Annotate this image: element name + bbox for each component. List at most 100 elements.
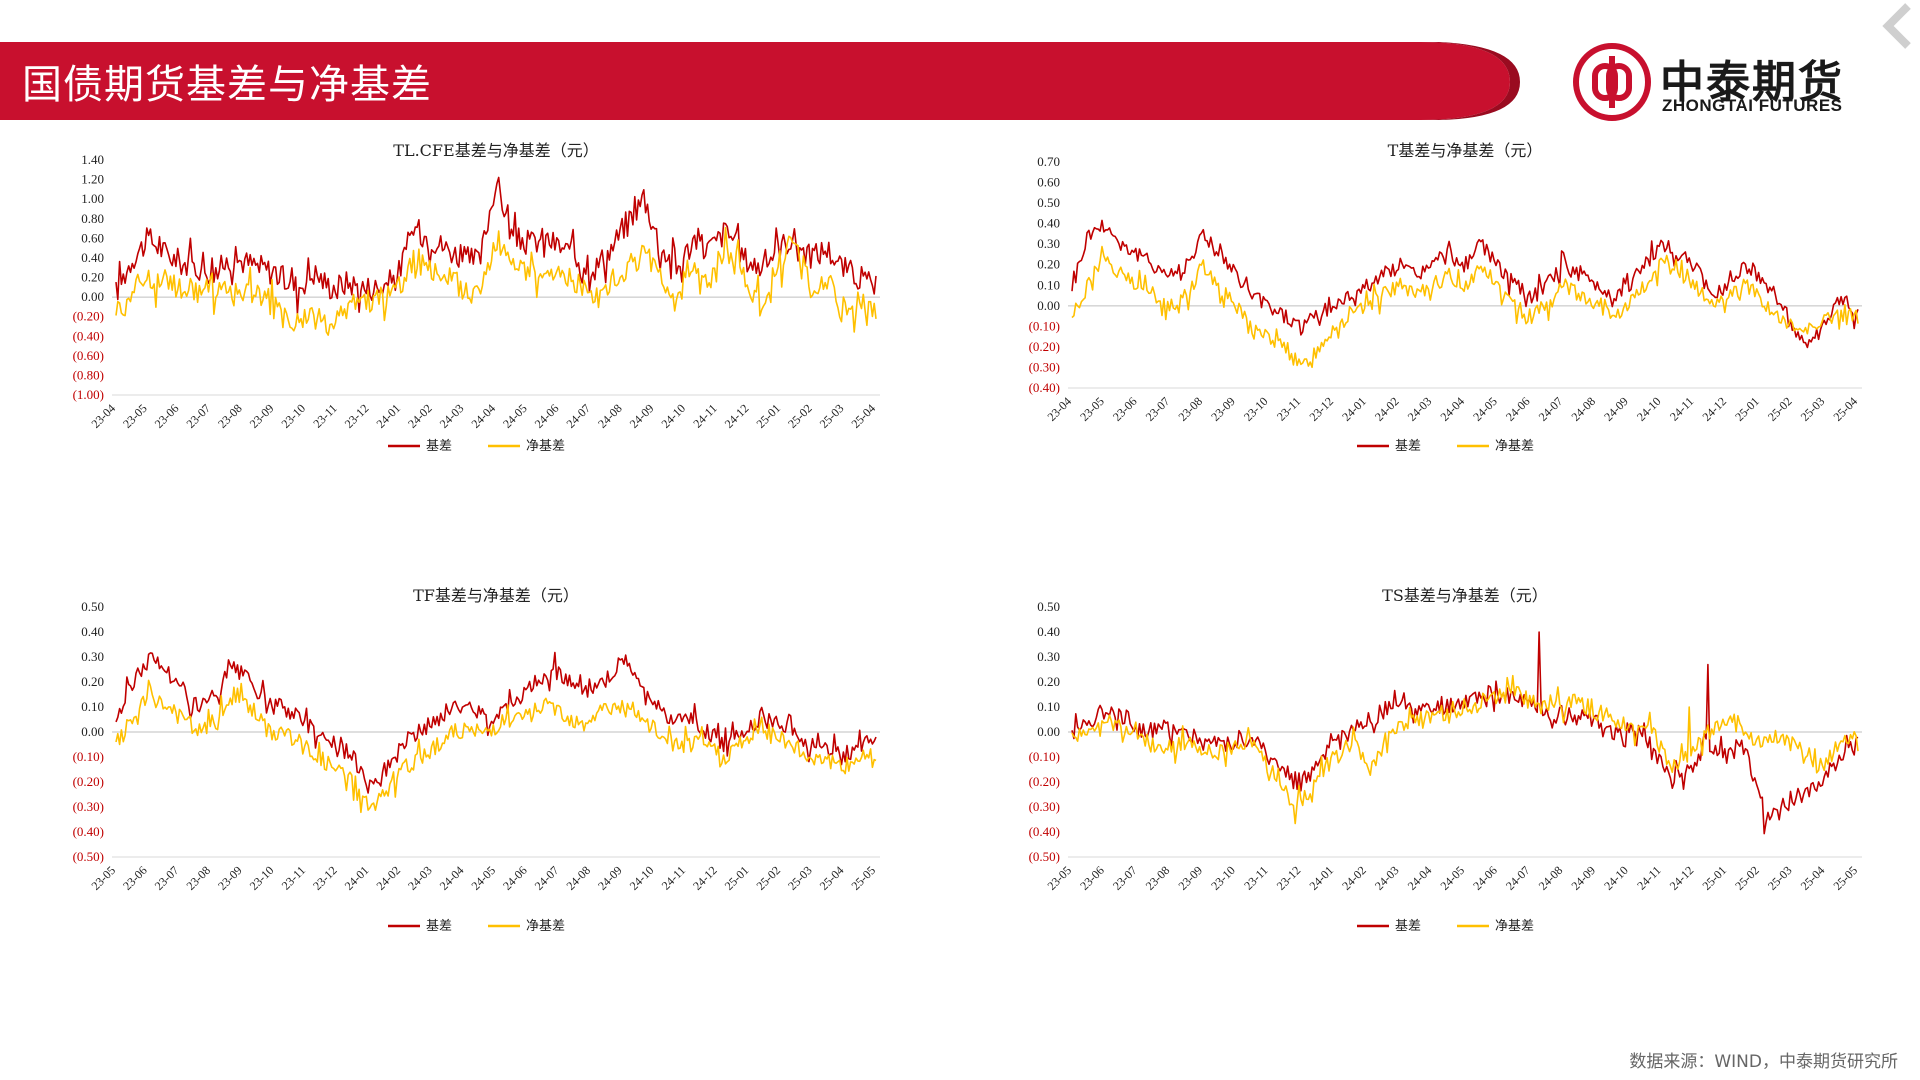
x-tick-label: 23-12 bbox=[1274, 863, 1304, 893]
x-tick-label: 23-09 bbox=[215, 863, 245, 893]
x-tick-label: 23-04 bbox=[88, 401, 118, 431]
x-tick-label: 23-11 bbox=[279, 863, 308, 892]
y-tick-label: (1.00) bbox=[73, 387, 104, 402]
x-tick-label: 23-06 bbox=[1110, 394, 1140, 424]
x-tick-label: 23-10 bbox=[247, 863, 277, 893]
x-tick-label: 25-03 bbox=[1765, 863, 1795, 893]
x-tick-label: 24-07 bbox=[1536, 394, 1566, 424]
y-tick-label: 0.00 bbox=[81, 724, 104, 739]
y-tick-label: (0.50) bbox=[1029, 849, 1060, 864]
page-title: 国债期货基差与净基差 bbox=[22, 62, 432, 108]
y-tick-label: 0.20 bbox=[81, 674, 104, 689]
x-tick-label: 24-01 bbox=[342, 863, 372, 893]
x-tick-label: 24-12 bbox=[1699, 394, 1729, 424]
chart-title: T基差与净基差（元） bbox=[1388, 141, 1543, 160]
x-tick-label: 23-07 bbox=[1143, 394, 1173, 424]
x-tick-label: 24-03 bbox=[437, 401, 467, 431]
x-tick-label: 24-01 bbox=[1339, 394, 1369, 424]
y-tick-label: (0.20) bbox=[1029, 339, 1060, 354]
x-tick-label: 24-12 bbox=[690, 863, 720, 893]
x-tick-label: 23-10 bbox=[1208, 863, 1238, 893]
x-tick-label: 24-04 bbox=[1405, 863, 1435, 893]
x-tick-label: 25-01 bbox=[722, 863, 752, 893]
x-tick-label: 24-04 bbox=[437, 863, 467, 893]
y-tick-label: 1.00 bbox=[81, 191, 104, 206]
legend-label: 基差 bbox=[1395, 919, 1421, 934]
y-tick-label: (0.20) bbox=[1029, 774, 1060, 789]
y-tick-label: 0.40 bbox=[1037, 624, 1060, 639]
x-tick-label: 23-05 bbox=[1077, 394, 1107, 424]
x-tick-label: 24-03 bbox=[1405, 394, 1435, 424]
chart-title: TF基差与净基差（元） bbox=[413, 586, 579, 605]
series-line-basis bbox=[1071, 219, 1859, 349]
x-tick-label: 23-12 bbox=[342, 401, 372, 431]
x-tick-label: 24-11 bbox=[1634, 863, 1663, 892]
x-tick-label: 23-11 bbox=[1241, 863, 1270, 892]
x-tick-label: 23-08 bbox=[1175, 394, 1205, 424]
x-tick-label: 24-03 bbox=[405, 863, 435, 893]
x-tick-label: 24-06 bbox=[1503, 394, 1533, 424]
legend-label: 基差 bbox=[1395, 439, 1421, 454]
x-tick-label: 24-08 bbox=[563, 863, 593, 893]
y-tick-label: 0.40 bbox=[81, 250, 104, 265]
series-line-net-basis bbox=[1071, 245, 1859, 369]
y-tick-label: 0.20 bbox=[1037, 674, 1060, 689]
y-tick-label: 0.30 bbox=[81, 649, 104, 664]
x-tick-label: 24-11 bbox=[1667, 394, 1696, 423]
x-tick-label: 25-04 bbox=[817, 863, 847, 893]
x-tick-label: 24-10 bbox=[1601, 863, 1631, 893]
x-tick-label: 24-02 bbox=[1372, 394, 1402, 424]
y-tick-label: 0.10 bbox=[1037, 277, 1060, 292]
y-tick-label: 0.60 bbox=[1037, 175, 1060, 190]
x-tick-label: 24-12 bbox=[1667, 863, 1697, 893]
x-tick-label: 25-04 bbox=[1830, 394, 1860, 424]
y-tick-label: (0.10) bbox=[1029, 749, 1060, 764]
x-tick-label: 23-08 bbox=[215, 401, 245, 431]
x-tick-label: 23-12 bbox=[310, 863, 340, 893]
chart-ts-basis: TS基差与净基差（元） 0.50 0.40 0.30 0.20 0.10 0.00 (0.10… bbox=[1029, 586, 1862, 934]
x-tick-label: 24-04 bbox=[1437, 394, 1467, 424]
series-line-net-basis bbox=[1071, 674, 1859, 825]
y-tick-label: 0.20 bbox=[1037, 257, 1060, 272]
x-tick-label: 25-03 bbox=[1798, 394, 1828, 424]
x-tick-label: 23-04 bbox=[1044, 394, 1074, 424]
x-tick-label: 23-11 bbox=[310, 401, 339, 430]
y-tick-label: 1.20 bbox=[81, 172, 104, 187]
chart-tl-basis: TL.CFE基差与净基差（元） 1.40 1.20 1.00 0.80 0.60 0.40 0… bbox=[73, 141, 880, 454]
legend-label: 净基差 bbox=[1495, 439, 1534, 454]
x-tick-label: 23-07 bbox=[1110, 863, 1140, 893]
x-tick-label: 23-09 bbox=[247, 401, 277, 431]
x-tick-label: 24-07 bbox=[532, 863, 562, 893]
y-tick-label: (0.40) bbox=[73, 824, 104, 839]
x-tick-label: 23-08 bbox=[1143, 863, 1173, 893]
x-tick-label: 23-05 bbox=[88, 863, 118, 893]
x-tick-label: 23-05 bbox=[1044, 863, 1074, 893]
logo-emblem-icon bbox=[1573, 43, 1651, 121]
x-tick-label: 23-06 bbox=[120, 863, 150, 893]
x-tick-label: 24-02 bbox=[373, 863, 403, 893]
x-tick-label: 25-04 bbox=[1798, 863, 1828, 893]
x-tick-label: 24-01 bbox=[1306, 863, 1336, 893]
x-tick-label: 24-08 bbox=[595, 401, 625, 431]
x-tick-label: 24-02 bbox=[1339, 863, 1369, 893]
y-tick-label: 0.30 bbox=[1037, 649, 1060, 664]
x-tick-label: 25-03 bbox=[817, 401, 847, 431]
y-tick-label: 0.70 bbox=[1037, 154, 1060, 169]
y-tick-label: (0.60) bbox=[73, 348, 104, 363]
chevron-left-icon bbox=[1882, 3, 1911, 49]
x-tick-label: 24-05 bbox=[1437, 863, 1467, 893]
y-tick-label: 0.00 bbox=[1037, 298, 1060, 313]
y-tick-label: 0.60 bbox=[81, 230, 104, 245]
x-tick-label: 23-05 bbox=[120, 401, 150, 431]
x-tick-label: 25-02 bbox=[785, 401, 815, 431]
y-tick-label: (0.40) bbox=[1029, 824, 1060, 839]
x-tick-label: 25-02 bbox=[1732, 863, 1762, 893]
x-tick-label: 25-01 bbox=[753, 401, 783, 431]
y-tick-label: (0.40) bbox=[1029, 380, 1060, 395]
x-tick-label: 23-09 bbox=[1208, 394, 1238, 424]
y-tick-label: 0.40 bbox=[1037, 216, 1060, 231]
series-line-basis bbox=[115, 651, 877, 794]
x-tick-label: 23-07 bbox=[152, 863, 182, 893]
y-tick-label: (0.80) bbox=[73, 367, 104, 382]
series-line-basis bbox=[115, 176, 877, 315]
